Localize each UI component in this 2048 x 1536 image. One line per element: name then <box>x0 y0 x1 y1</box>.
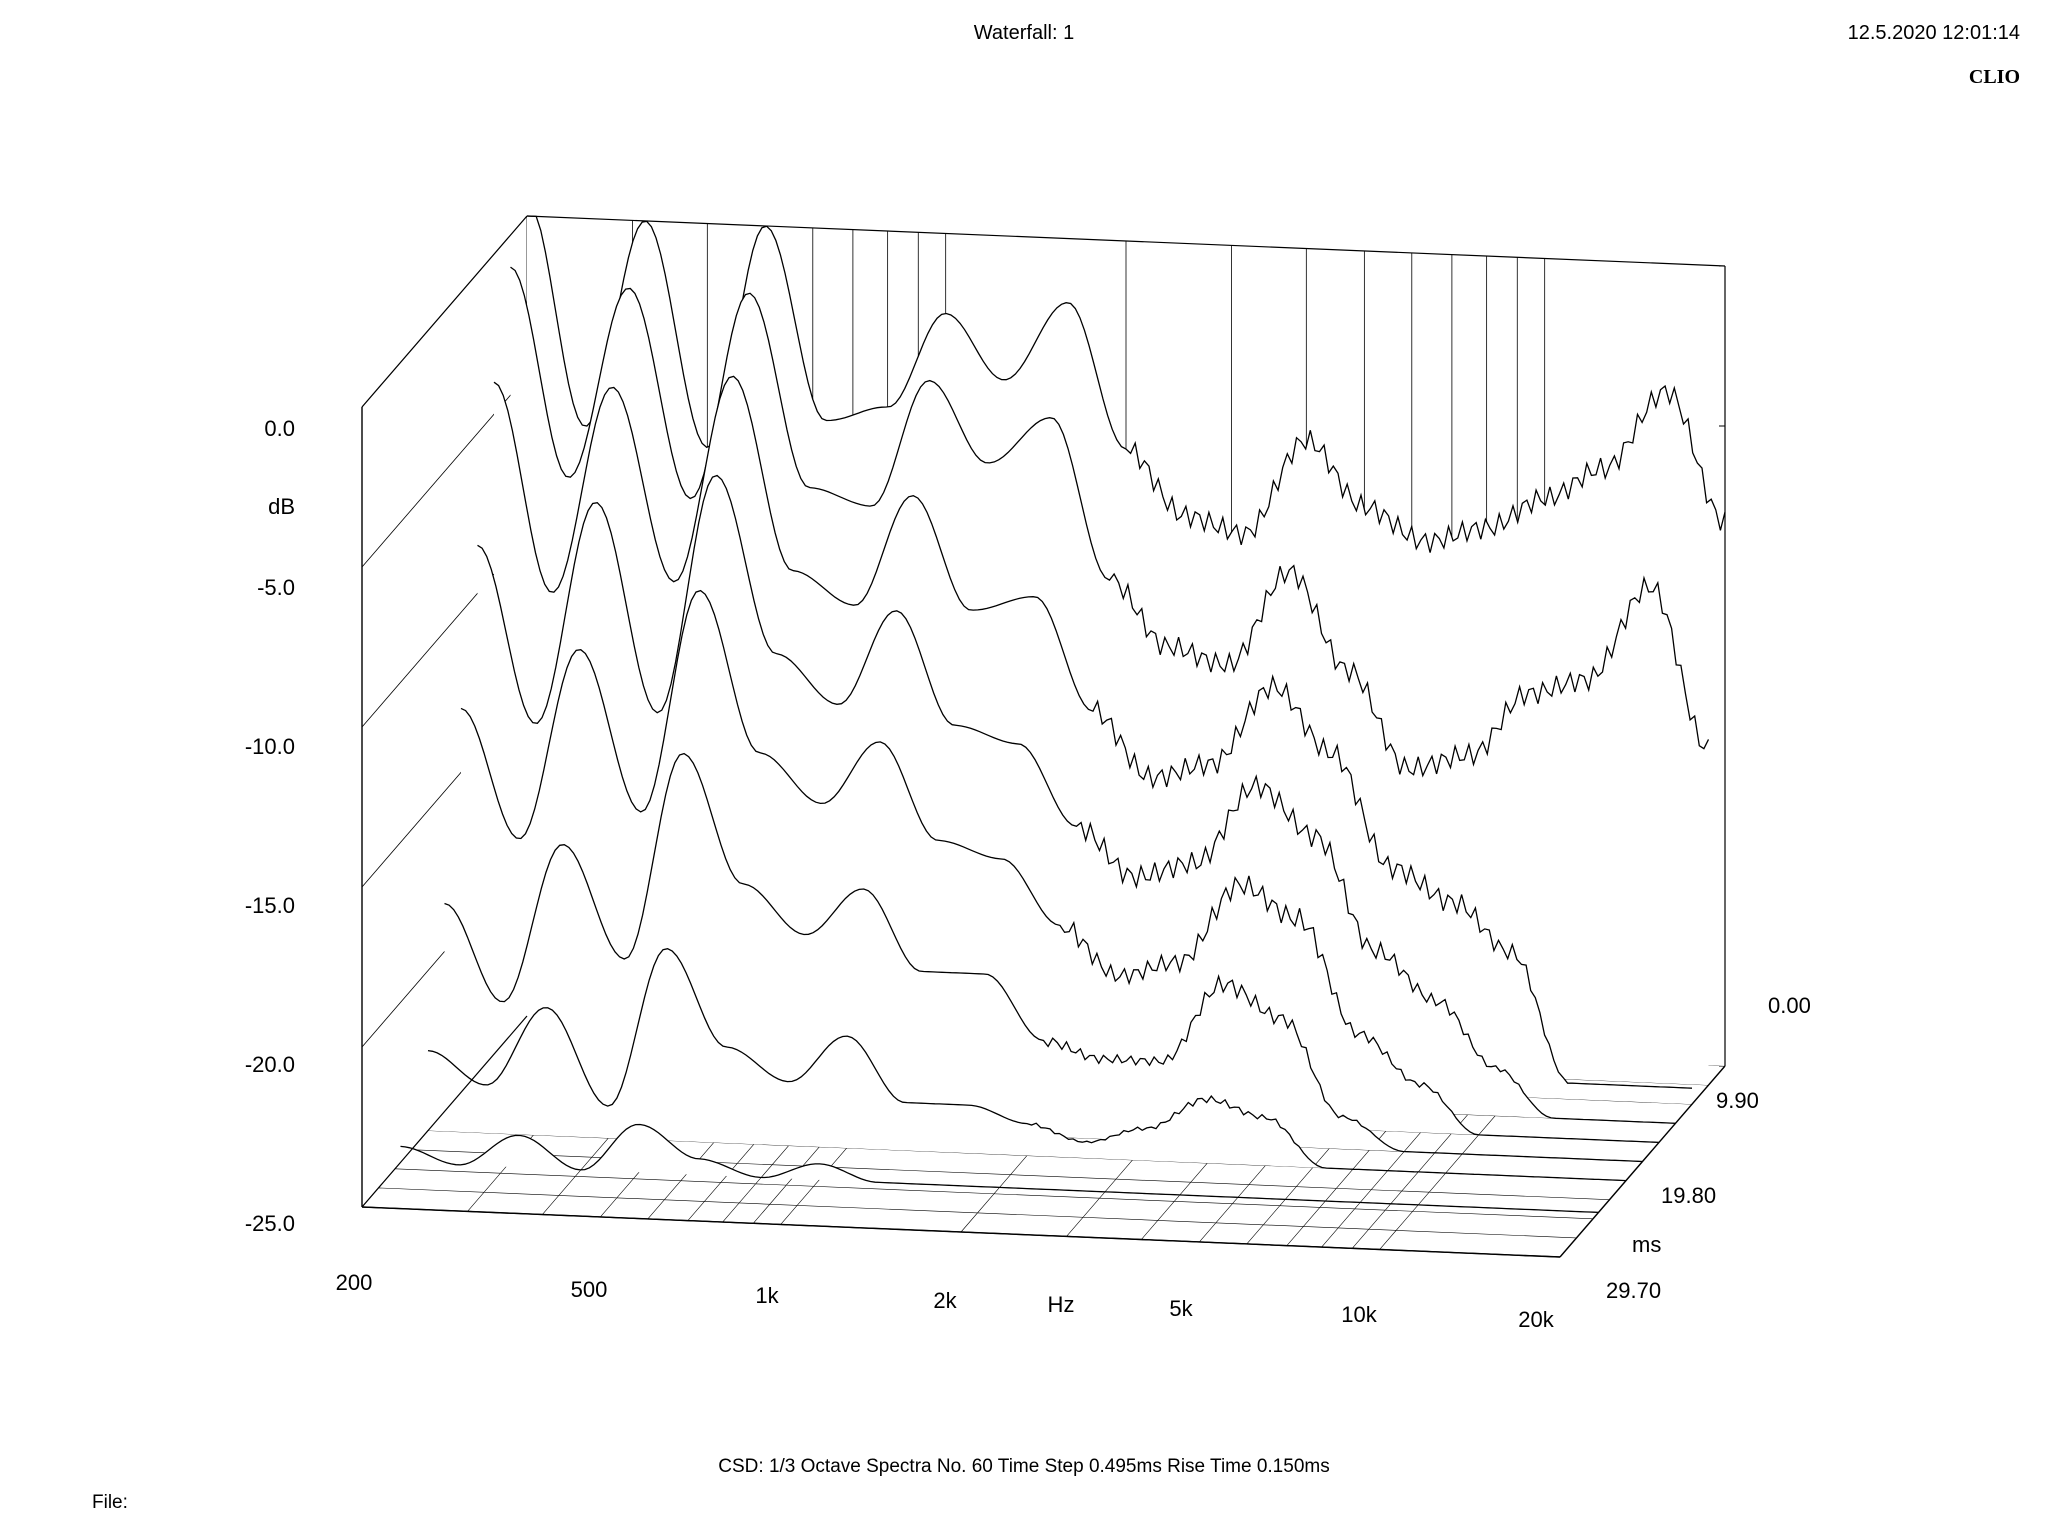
y-tick-label: -20.0 <box>244 1052 295 1077</box>
z-tick-label: 19.80 <box>1661 1183 1717 1208</box>
y-tick-label: -15.0 <box>244 893 295 918</box>
file-label: File: <box>92 1492 128 1513</box>
series-line <box>493 375 1693 1089</box>
x-tick-label: 2k <box>933 1288 957 1313</box>
z-axis-label: ms <box>1632 1232 1662 1257</box>
z-tick-label: 9.90 <box>1716 1088 1759 1113</box>
x-tick-label: 5k <box>1169 1296 1193 1321</box>
series-line <box>427 948 1627 1182</box>
series-line <box>444 752 1643 1163</box>
floor-grid-line <box>378 1187 1577 1239</box>
y-tick-label: -10.0 <box>244 734 295 759</box>
timestamp: 12.5.2020 12:01:14 <box>1847 22 2020 44</box>
chart-title: Waterfall: 1 <box>973 22 1075 44</box>
y-tick-label: -25.0 <box>244 1211 295 1236</box>
z-tick-label: 29.70 <box>1606 1278 1662 1303</box>
z-axis-line <box>1559 1065 1726 1258</box>
x-tick-label: 10k <box>1341 1302 1377 1327</box>
x-axis-line <box>361 1206 1561 1258</box>
z-tick-label: 0.00 <box>1768 993 1811 1018</box>
y-axis-label: dB <box>268 494 295 519</box>
series-layer <box>361 215 1726 1258</box>
frame-layer <box>361 215 1726 1258</box>
series-line <box>460 589 1660 1144</box>
brand-label: CLIO <box>1968 66 2020 88</box>
x-tick-label: 500 <box>570 1277 608 1302</box>
frame-top-back-edge <box>526 215 1726 267</box>
x-axis-label: Hz <box>1047 1292 1075 1317</box>
x-tick-label: 1k <box>755 1283 779 1308</box>
floor-grid-line <box>411 1149 1610 1200</box>
series-fill <box>428 948 1626 1181</box>
x-tick-label: 200 <box>335 1270 373 1295</box>
series-line <box>477 474 1676 1124</box>
floor-grid-line <box>394 1168 1594 1220</box>
x-tick-label: 20k <box>1518 1307 1554 1332</box>
series-line <box>400 1123 1599 1214</box>
frame-top-left-edge <box>361 215 528 408</box>
measurement-info: CSD: 1/3 Octave Spectra No. 60 Time Step… <box>718 1456 1330 1477</box>
frame-bottom-left-edge <box>361 1015 528 1208</box>
y-tick-label: -5.0 <box>257 575 295 600</box>
series-fill <box>400 1124 1599 1213</box>
y-tick-label: 0.0 <box>264 416 295 441</box>
